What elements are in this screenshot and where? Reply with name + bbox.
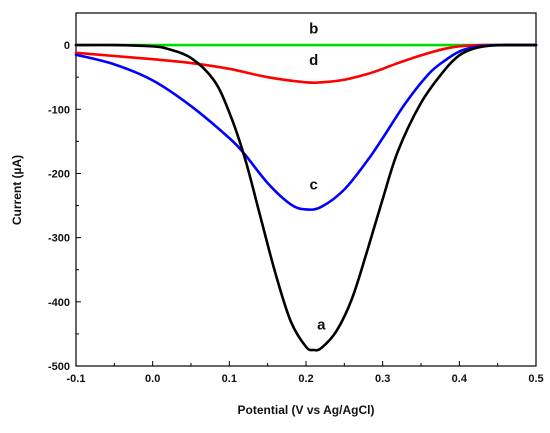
x-tick-label: 0.2 (298, 373, 313, 385)
curve-label-a: a (317, 316, 326, 333)
x-tick-label: 0.4 (452, 373, 468, 385)
y-tick-label: 0 (64, 40, 70, 52)
series-line-a (74, 43, 538, 352)
annotation-layer: a b c d (309, 21, 326, 334)
tick-layer: -0.1 0.0 0.1 0.2 0.3 0.4 0.5 0 -100 -200 -300 -400 -… (48, 40, 544, 385)
curve-label-c: c (309, 177, 317, 194)
x-axis-title: Potential (V vs Ag/AgCl) (238, 403, 375, 417)
y-tick-label: -100 (48, 104, 70, 116)
curve-label-d: d (309, 52, 318, 69)
x-tick-label: -0.1 (67, 373, 86, 385)
series-line-d (74, 43, 538, 85)
x-tick-label: 0.0 (145, 373, 160, 385)
series-line-c (74, 43, 538, 211)
series-layer (74, 43, 538, 352)
x-tick-label: 0.1 (222, 373, 237, 385)
y-tick-label: -200 (48, 168, 70, 180)
x-tick-label: 0.3 (375, 373, 390, 385)
x-tick-label: 0.5 (528, 373, 543, 385)
y-axis-title: Current (µA) (10, 155, 24, 225)
y-tick-label: -500 (48, 361, 70, 373)
y-tick-label: -300 (48, 233, 70, 245)
plot-frame (75, 12, 537, 367)
y-tick-label: -400 (48, 297, 70, 309)
curve-label-b: b (309, 21, 318, 38)
